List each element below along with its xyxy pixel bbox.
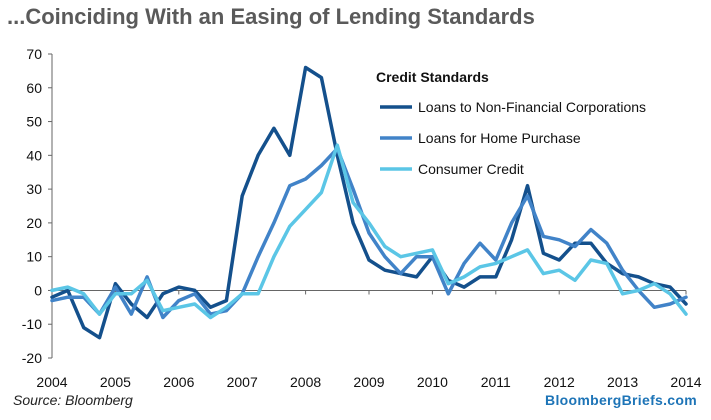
y-tick-label: 10 — [26, 249, 42, 265]
x-tick-label: 2012 — [544, 374, 575, 390]
brand-logo-text: BloombergBriefs.com — [545, 392, 697, 408]
source-note: Source: Bloomberg — [13, 392, 133, 408]
axes: -20 -10 0 10 20 30 40 50 60 70 2004 2005 2006 2007 200… — [22, 46, 702, 390]
x-tick-label: 2004 — [36, 374, 67, 390]
x-tick-label: 2011 — [481, 374, 511, 390]
x-tick-label: 2005 — [100, 374, 131, 390]
y-tick-label: -20 — [22, 350, 42, 366]
y-tick-label: 60 — [26, 80, 42, 96]
legend-label-consumer-credit: Consumer Credit — [418, 161, 524, 177]
legend-title: Credit Standards — [376, 69, 489, 85]
x-tick-label: 2007 — [227, 374, 258, 390]
y-tick-label: 70 — [26, 46, 42, 62]
x-tick-label: 2010 — [417, 374, 448, 390]
series-lines — [50, 65, 688, 340]
y-tick-label: 20 — [26, 215, 42, 231]
legend-label-loans-to-non-financial-corporations: Loans to Non-Financial Corporations — [418, 99, 646, 115]
x-tick-label: 2006 — [163, 374, 194, 390]
y-tick-label: -10 — [22, 316, 42, 332]
y-tick-label: 30 — [26, 181, 42, 197]
y-tick-label: 50 — [26, 114, 42, 130]
chart-title: ...Coinciding With an Easing of Lending … — [7, 4, 535, 29]
series-line-consumer-credit — [50, 143, 688, 320]
legend: Credit Standards Loans to Non-Financial C… — [376, 69, 646, 177]
y-tick-label: 0 — [34, 282, 42, 298]
x-tick-label: 2009 — [353, 374, 384, 390]
x-tick-label: 2013 — [607, 374, 638, 390]
legend-label-loans-for-home-purchase: Loans for Home Purchase — [418, 130, 581, 146]
x-tick-label: 2014 — [670, 374, 701, 390]
y-tick-label: 40 — [26, 147, 42, 163]
x-tick-label: 2008 — [290, 374, 321, 390]
